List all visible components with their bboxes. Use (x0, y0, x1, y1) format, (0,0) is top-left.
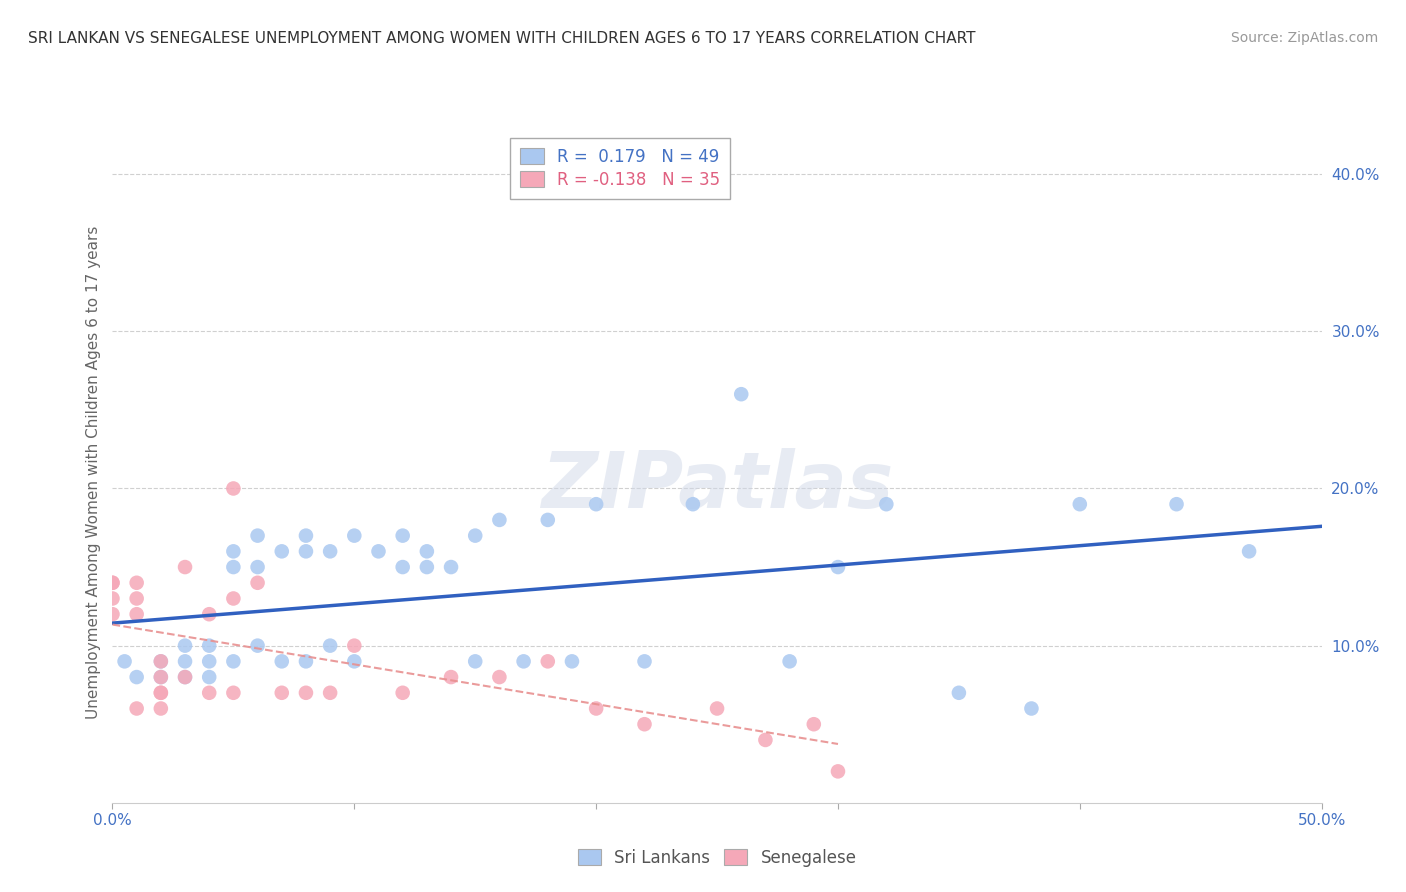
Point (319, 686, 342, 700)
Point (125, 575, 148, 590)
Point (1166, 497, 1188, 511)
Text: SRI LANKAN VS SENEGALESE UNEMPLOYMENT AMONG WOMEN WITH CHILDREN AGES 6 TO 17 YEA: SRI LANKAN VS SENEGALESE UNEMPLOYMENT AM… (28, 31, 976, 46)
Point (222, 560, 245, 574)
Point (440, 560, 463, 574)
Point (101, 591, 124, 606)
Point (149, 670, 172, 684)
Point (174, 560, 197, 574)
Point (367, 544, 389, 558)
Legend: Sri Lankans, Senegalese: Sri Lankans, Senegalese (571, 842, 863, 873)
Point (125, 701, 148, 715)
Point (464, 528, 486, 542)
Point (488, 513, 510, 527)
Point (246, 528, 269, 542)
Point (391, 560, 413, 574)
Point (391, 686, 413, 700)
Point (198, 686, 221, 700)
Point (246, 639, 269, 653)
Point (464, 654, 486, 668)
Point (319, 639, 342, 653)
Point (270, 686, 292, 700)
Point (633, 717, 655, 731)
Point (101, 575, 124, 590)
Point (149, 701, 172, 715)
Point (537, 513, 560, 527)
Point (149, 670, 172, 684)
Point (391, 528, 413, 542)
Point (198, 639, 221, 653)
Point (222, 591, 245, 606)
Point (537, 654, 560, 668)
Point (827, 560, 849, 574)
Point (174, 654, 197, 668)
Point (1021, 701, 1043, 715)
Point (1237, 544, 1260, 558)
Point (125, 670, 148, 684)
Point (174, 670, 197, 684)
Point (295, 528, 318, 542)
Point (270, 544, 292, 558)
Point (561, 654, 583, 668)
Point (512, 654, 534, 668)
Point (149, 654, 172, 668)
Y-axis label: Unemployment Among Women with Children Ages 6 to 17 years: Unemployment Among Women with Children A… (86, 226, 101, 720)
Point (101, 575, 124, 590)
Point (754, 733, 776, 747)
Point (488, 670, 510, 684)
Point (198, 670, 221, 684)
Point (149, 654, 172, 668)
Point (295, 654, 318, 668)
Point (295, 686, 318, 700)
Point (585, 701, 607, 715)
Point (101, 607, 124, 622)
Point (174, 670, 197, 684)
Point (295, 544, 318, 558)
Point (827, 764, 849, 779)
Point (222, 686, 245, 700)
Text: Source: ZipAtlas.com: Source: ZipAtlas.com (1230, 31, 1378, 45)
Point (149, 686, 172, 700)
Point (343, 528, 366, 542)
Point (803, 717, 825, 731)
Point (270, 654, 292, 668)
Point (125, 591, 148, 606)
Point (125, 607, 148, 622)
Point (1069, 497, 1091, 511)
Point (174, 639, 197, 653)
Point (198, 607, 221, 622)
Point (246, 560, 269, 574)
Point (730, 387, 752, 401)
Point (706, 701, 728, 715)
Point (222, 654, 245, 668)
Point (416, 560, 439, 574)
Point (246, 575, 269, 590)
Point (319, 544, 342, 558)
Text: ZIPatlas: ZIPatlas (541, 448, 893, 524)
Point (343, 654, 366, 668)
Point (633, 654, 655, 668)
Point (779, 654, 801, 668)
Point (440, 670, 463, 684)
Point (585, 497, 607, 511)
Point (875, 497, 897, 511)
Point (682, 497, 704, 511)
Point (416, 544, 439, 558)
Point (222, 544, 245, 558)
Point (948, 686, 970, 700)
Point (114, 654, 136, 668)
Point (149, 686, 172, 700)
Point (343, 639, 366, 653)
Point (198, 654, 221, 668)
Point (222, 482, 245, 496)
